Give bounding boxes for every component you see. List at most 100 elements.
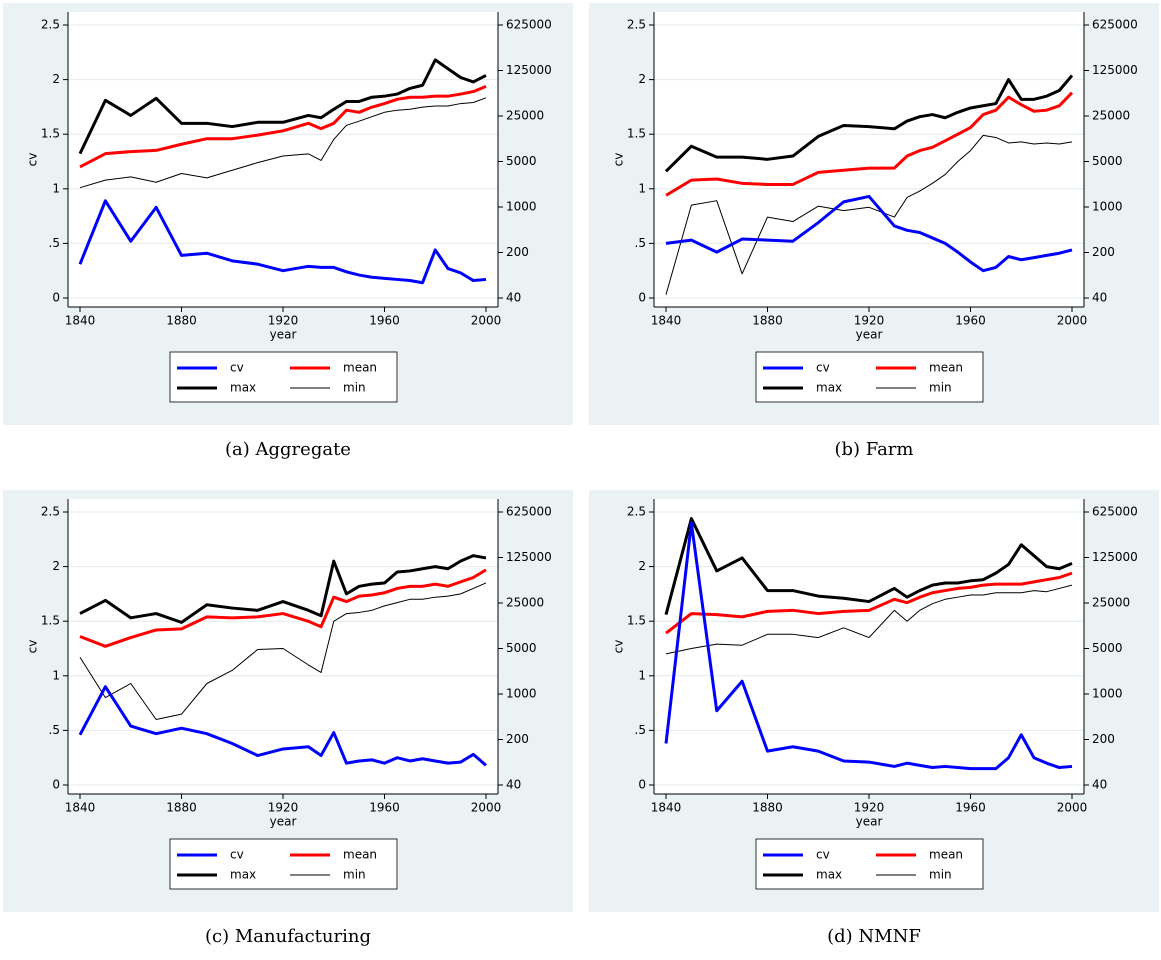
x-tick-label: 1880 xyxy=(752,314,783,328)
series-line xyxy=(79,582,487,720)
y2-tick-label: 25000 xyxy=(506,109,544,123)
caption: (d) NMNF xyxy=(827,926,921,947)
legend-label: max xyxy=(230,868,256,882)
x-tick-label: 1840 xyxy=(65,314,96,328)
legend-label: mean xyxy=(343,848,377,862)
x-tick-label: 1840 xyxy=(651,801,682,815)
y-tick-label: .5 xyxy=(635,723,646,737)
y-tick-label: 1 xyxy=(52,181,60,195)
legend-label: mean xyxy=(929,361,963,375)
series-line xyxy=(665,571,1073,635)
y2-tick-label: 5000 xyxy=(1092,154,1123,168)
legend-label: cv xyxy=(816,848,830,862)
series-line xyxy=(665,194,1073,273)
series-line xyxy=(79,97,487,189)
y2-tick-label: 125000 xyxy=(1092,63,1138,77)
x-tick-label: 1960 xyxy=(955,801,986,815)
plot-region xyxy=(654,12,1084,307)
y2-tick-label: 125000 xyxy=(506,550,552,564)
series-line xyxy=(79,568,487,648)
legend-box xyxy=(169,351,398,403)
plot-region xyxy=(654,499,1084,794)
y-tick-label: 1.5 xyxy=(627,614,646,628)
y2-tick-label: 1000 xyxy=(506,687,537,701)
y2-tick-label: 5000 xyxy=(506,641,537,655)
y-tick-label: 0 xyxy=(52,778,60,792)
y-tick-label: 2.5 xyxy=(627,505,646,519)
y2-tick-label: 200 xyxy=(1092,732,1115,746)
legend-label: min xyxy=(343,381,366,395)
plot-region xyxy=(68,12,498,307)
caption: (c) Manufacturing xyxy=(205,926,371,947)
y-tick-label: 2.5 xyxy=(41,505,60,519)
panel: 0 .5 1 1.5 2 2.5 40 200 1000 5000 25000 125000 62500… xyxy=(3,490,573,947)
y-tick-label: 2 xyxy=(52,72,60,86)
y2-tick-label: 25000 xyxy=(506,596,544,610)
x-tick-label: 1840 xyxy=(651,314,682,328)
y2-tick-label: 1000 xyxy=(1092,687,1123,701)
y2-tick-label: 25000 xyxy=(1092,109,1130,123)
legend-label: mean xyxy=(343,361,377,375)
series-line xyxy=(79,554,487,624)
x-axis-title: year xyxy=(856,815,883,829)
y-axis-title: cv xyxy=(612,640,626,654)
series-line xyxy=(78,58,487,155)
x-tick-label: 1840 xyxy=(65,801,96,815)
y2-tick-label: 40 xyxy=(1092,291,1107,305)
y-tick-label: 1.5 xyxy=(627,127,646,141)
panel: 0 .5 1 1.5 2 2.5 40 200 1000 5000 25000 125000 62500… xyxy=(3,3,573,460)
x-tick-label: 1960 xyxy=(369,801,400,815)
y2-tick-label: 125000 xyxy=(1092,550,1138,564)
legend-label: min xyxy=(929,868,952,882)
legend-box xyxy=(755,351,984,403)
y-tick-label: .5 xyxy=(635,236,646,250)
y2-tick-label: 625000 xyxy=(506,505,552,519)
x-tick-label: 1960 xyxy=(955,314,986,328)
x-axis-title: year xyxy=(270,815,297,829)
y-tick-label: 1 xyxy=(638,668,646,682)
x-tick-label: 1960 xyxy=(369,314,400,328)
x-tick-label: 2000 xyxy=(1057,801,1088,815)
caption: (b) Farm xyxy=(835,439,914,460)
y-tick-label: 2.5 xyxy=(627,18,646,32)
y2-tick-label: 1000 xyxy=(506,200,537,214)
y-tick-label: 0 xyxy=(638,291,646,305)
panel: 0 .5 1 1.5 2 2.5 40 200 1000 5000 25000 125000 62500… xyxy=(589,490,1159,947)
x-tick-label: 2000 xyxy=(1057,314,1088,328)
y2-tick-label: 1000 xyxy=(1092,200,1123,214)
series-line xyxy=(78,199,487,285)
legend-label: cv xyxy=(230,361,244,375)
x-tick-label: 1880 xyxy=(166,801,197,815)
series-line xyxy=(664,74,1074,173)
y2-tick-label: 5000 xyxy=(1092,641,1123,655)
y-axis-title: cv xyxy=(26,640,40,654)
panel: 0 .5 1 1.5 2 2.5 40 200 1000 5000 25000 125000 62500… xyxy=(589,3,1159,460)
series-line xyxy=(664,517,1073,615)
y-tick-label: 2 xyxy=(638,559,646,573)
y-tick-label: .5 xyxy=(49,236,60,250)
y2-tick-label: 200 xyxy=(506,245,529,259)
y2-tick-label: 125000 xyxy=(506,63,552,77)
y-tick-label: 0 xyxy=(52,291,60,305)
y2-tick-label: 5000 xyxy=(506,154,537,168)
y2-tick-label: 625000 xyxy=(1092,505,1138,519)
caption: (a) Aggregate xyxy=(225,439,351,460)
x-axis-title: year xyxy=(270,328,297,342)
y-tick-label: 2.5 xyxy=(41,18,60,32)
series-line xyxy=(665,134,1073,295)
y-axis-title: cv xyxy=(612,153,626,167)
y-tick-label: 1.5 xyxy=(41,614,60,628)
y2-tick-label: 625000 xyxy=(1092,18,1138,32)
x-axis-title: year xyxy=(856,328,883,342)
series-line xyxy=(664,521,1073,771)
series-line xyxy=(665,91,1074,197)
legend-label: max xyxy=(816,868,842,882)
y-tick-label: .5 xyxy=(49,723,60,737)
y-tick-label: 2 xyxy=(52,559,60,573)
y-tick-label: 2 xyxy=(638,72,646,86)
legend-box xyxy=(755,838,984,890)
y-tick-label: 1 xyxy=(52,668,60,682)
y2-tick-label: 40 xyxy=(1092,778,1107,792)
